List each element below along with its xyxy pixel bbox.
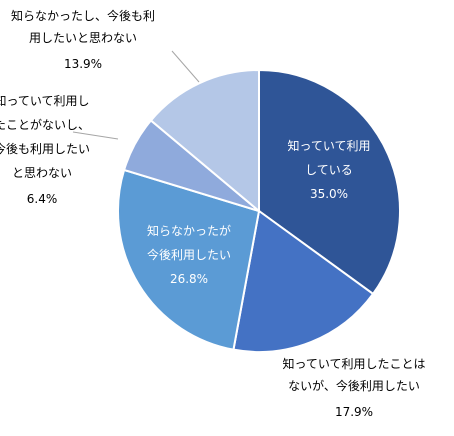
- slice-label-3-line-2: 今後利用したい: [147, 247, 231, 262]
- leader-line-4: [72, 131, 119, 140]
- slice-value-1: 35.0%: [310, 187, 348, 201]
- leader-lines: [72, 50, 200, 140]
- slice-value-3: 26.8%: [170, 272, 208, 286]
- pie-slice-2: [232, 209, 375, 353]
- leader-line-5: [171, 50, 200, 83]
- slice-value-4: 6.4%: [27, 192, 58, 206]
- slice-label-4-line-4: と思わない: [12, 166, 72, 180]
- slice-label-2-line-1: 知っていて利用したことは: [282, 357, 425, 371]
- pie-slice-1: [258, 68, 401, 296]
- slice-value-2: 17.9%: [335, 405, 373, 419]
- slice-label-4-line-2: たことがないし、: [0, 117, 90, 132]
- slice-label-4-line-3: 今後も利用したい: [0, 141, 90, 156]
- pie-slice-3: [117, 168, 261, 351]
- slice-label-1-line-1: 知っていて利用: [287, 139, 370, 153]
- slice-label-2-line-2: ないが、今後利用したい: [288, 378, 420, 393]
- slice-label-5-line-1: 知らなかったし、今後も利: [11, 8, 155, 23]
- slice-value-5: 13.9%: [64, 57, 102, 71]
- slice-label-5-line-2: 用したいと思わない: [29, 31, 137, 45]
- slice-label-3-line-1: 知らなかったが: [147, 223, 231, 238]
- slice-label-4-line-1: 知っていて利用し: [0, 94, 90, 108]
- pie-slices: [117, 68, 401, 353]
- pie-slice-5: [149, 68, 260, 214]
- slice-label-1-line-2: している: [305, 163, 353, 177]
